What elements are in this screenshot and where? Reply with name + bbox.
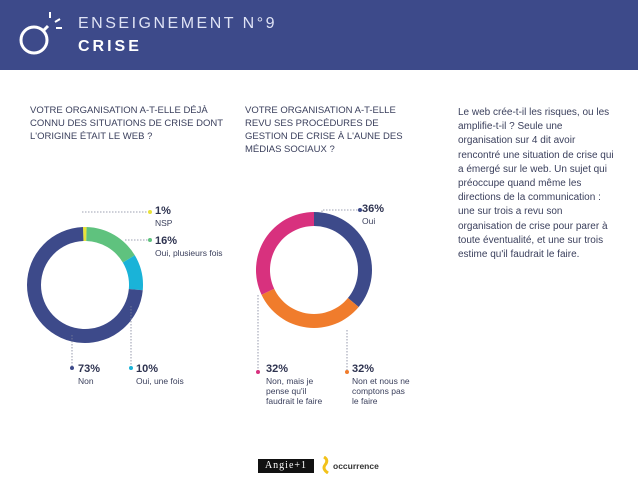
- dot-nonpas: [345, 370, 349, 374]
- label-une-fois: 10% Oui, une fois: [136, 363, 184, 386]
- intro-paragraph: Le web crée-t-il les risques, ou les amp…: [458, 107, 614, 261]
- dot-once: [129, 366, 133, 370]
- occurrence-logo: occurrence: [333, 461, 379, 471]
- donut-slice-oui-une-fois: [122, 255, 143, 291]
- header-title: ENSEIGNEMENT N°9: [78, 15, 278, 32]
- leader-lines: [71, 209, 360, 372]
- leader-oui: [321, 209, 360, 212]
- label-plusieurs-fois: 16% Oui, plusieurs fois: [155, 235, 223, 258]
- angie-logo: Angie+1: [258, 459, 314, 473]
- bomb-icon: [19, 12, 62, 55]
- label-non: 73% Non: [78, 363, 101, 386]
- leader-dots: [70, 208, 362, 374]
- chart1-question: VOTRE ORGANISATION A-T-ELLE DÉJÀ CONNU D…: [30, 105, 223, 142]
- donut-slice-oui: [314, 212, 372, 307]
- donut-slice-oui-plusieurs-fois: [86, 227, 135, 263]
- donut-slice-non-et-nous-ne-comptons-pas-le-faire: [261, 288, 359, 328]
- donut-chart-2: [256, 212, 372, 328]
- label-non-pas: 32% Non et nous ne comptons pas le faire: [352, 363, 410, 406]
- dot-plus: [148, 238, 152, 242]
- dot-nonmais: [256, 370, 260, 374]
- header-banner: ENSEIGNEMENT N°9 CRISE: [0, 0, 638, 70]
- label-non-mais: 32% Non, mais je pense qu'il faudrait le …: [266, 363, 323, 406]
- header-subtitle: CRISE: [78, 38, 142, 55]
- dot-oui: [358, 208, 362, 212]
- chart2-question: VOTRE ORGANISATION A-T-ELLE REVU SES PRO…: [245, 105, 403, 155]
- dot-non: [70, 366, 74, 370]
- dot-nsp: [148, 210, 152, 214]
- donut-slice-non-mais-je-pense-qu-il-faudrait-le-faire: [256, 212, 314, 295]
- label-oui: 36% Oui: [362, 203, 385, 226]
- label-nsp: 1% NSP: [155, 205, 173, 228]
- donut-chart-1: [26, 227, 143, 344]
- occurrence-logo-mark: [322, 456, 329, 474]
- donut-slice-nsp: [82, 227, 87, 242]
